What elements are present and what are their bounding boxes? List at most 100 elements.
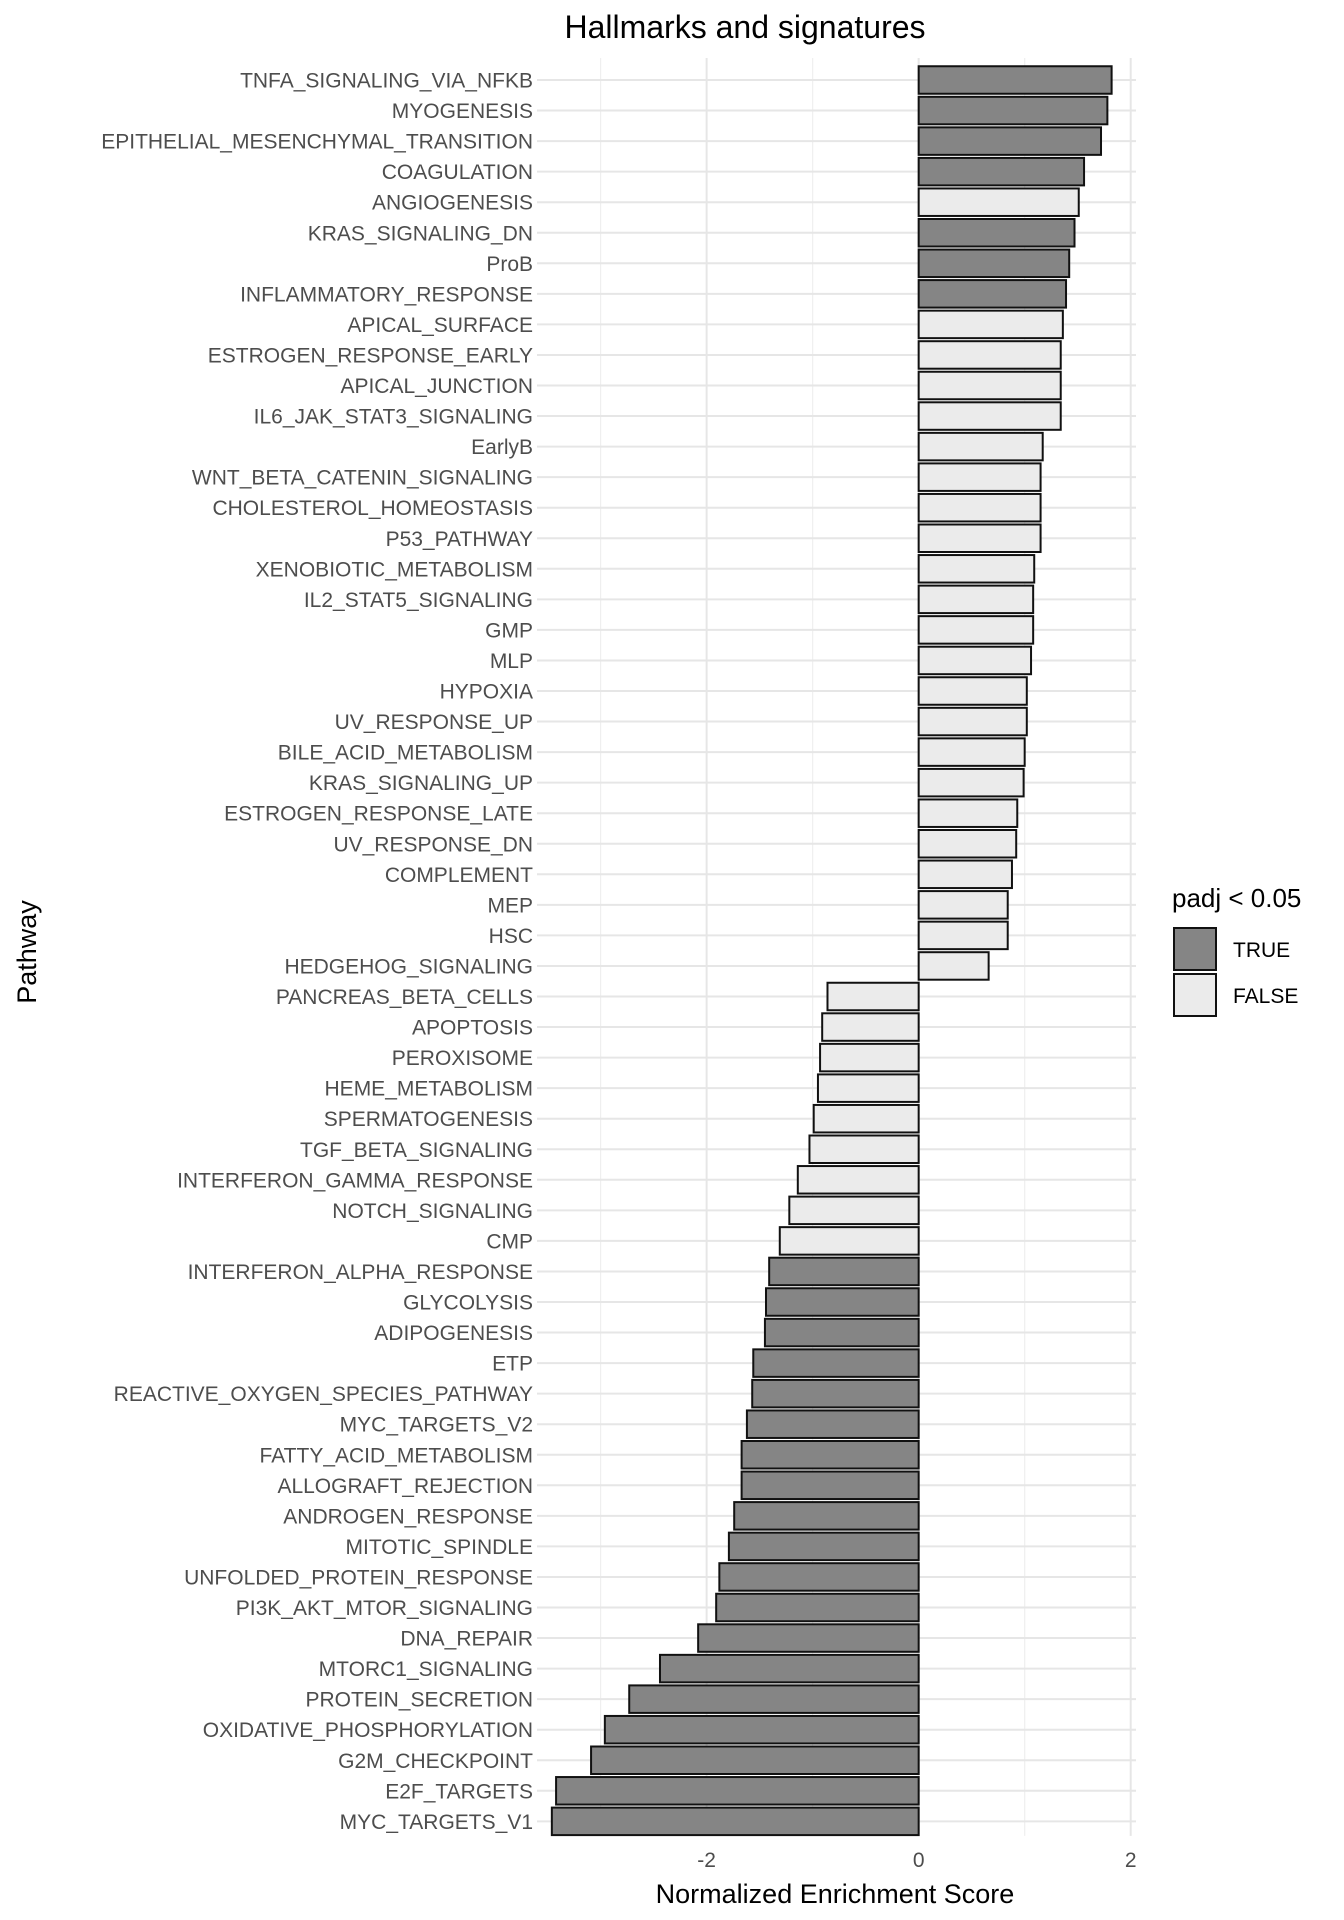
bar bbox=[917, 187, 1080, 217]
x-tick-label: 0 bbox=[913, 1849, 925, 1872]
y-tick-label: PROTEIN_SECRETION bbox=[305, 1689, 533, 1712]
bar bbox=[917, 340, 1062, 370]
bar bbox=[917, 279, 1068, 309]
y-tick-label: SPERMATOGENESIS bbox=[324, 1108, 533, 1131]
y-tick-label: DNA_REPAIR bbox=[400, 1628, 533, 1651]
bar bbox=[751, 1378, 920, 1409]
y-tick-label: HYPOXIA bbox=[440, 681, 533, 704]
bar bbox=[917, 126, 1103, 156]
x-tick-label: -2 bbox=[697, 1849, 716, 1872]
y-tick-label: UNFOLDED_PROTEIN_RESPONSE bbox=[184, 1566, 533, 1589]
bar bbox=[917, 462, 1042, 492]
bar bbox=[917, 829, 1018, 859]
x-tick-labels: -2 0 2 bbox=[697, 1849, 1136, 1872]
bar bbox=[715, 1592, 920, 1623]
bar bbox=[917, 645, 1033, 676]
y-tick-label: MYOGENESIS bbox=[392, 100, 533, 123]
bar bbox=[590, 1745, 920, 1775]
bar bbox=[917, 248, 1071, 279]
bar bbox=[816, 1073, 920, 1103]
chart-title: Hallmarks and signatures bbox=[564, 9, 925, 45]
y-tick-label: ANDROGEN_RESPONSE bbox=[283, 1505, 533, 1528]
y-tick-label: MLP bbox=[490, 650, 533, 673]
y-tick-label: APICAL_JUNCTION bbox=[340, 375, 533, 398]
bar bbox=[808, 1134, 920, 1164]
y-tick-label: ProB bbox=[486, 253, 533, 276]
y-tick-label: G2M_CHECKPOINT bbox=[338, 1750, 533, 1773]
bar bbox=[917, 767, 1025, 798]
bar bbox=[603, 1714, 920, 1745]
y-tick-label: HSC bbox=[489, 925, 533, 948]
bar bbox=[658, 1653, 920, 1684]
y-tick-label: E2F_TARGETS bbox=[385, 1780, 533, 1803]
bar bbox=[768, 1256, 920, 1287]
bar bbox=[819, 1042, 920, 1073]
bar bbox=[917, 523, 1042, 553]
bar bbox=[917, 584, 1035, 615]
y-tick-label: IL6_JAK_STAT3_SIGNALING bbox=[254, 406, 533, 429]
bar bbox=[917, 95, 1109, 126]
bar bbox=[917, 370, 1062, 401]
bar bbox=[917, 401, 1062, 431]
y-tick-label: EPITHELIAL_MESENCHYMAL_TRANSITION bbox=[101, 131, 533, 154]
bar bbox=[917, 890, 1009, 920]
y-tick-label: EarlyB bbox=[471, 436, 533, 459]
bar bbox=[917, 615, 1035, 645]
legend: padj < 0.05 TRUE FALSE bbox=[1172, 883, 1301, 1017]
y-tick-label: TGF_BETA_SIGNALING bbox=[300, 1139, 533, 1162]
y-tick-label: ADIPOGENESIS bbox=[374, 1322, 533, 1345]
bar bbox=[917, 676, 1028, 706]
y-tick-label: PEROXISOME bbox=[392, 1047, 533, 1070]
legend-title: padj < 0.05 bbox=[1172, 883, 1301, 913]
y-tick-label: KRAS_SIGNALING_UP bbox=[309, 772, 533, 795]
legend-swatch bbox=[1173, 927, 1217, 971]
bar bbox=[778, 1226, 920, 1256]
bar bbox=[821, 1012, 920, 1042]
x-axis-title: Normalized Enrichment Score bbox=[656, 1879, 1015, 1909]
bar bbox=[788, 1195, 920, 1226]
y-tick-label: HEME_METABOLISM bbox=[325, 1078, 533, 1101]
bar bbox=[752, 1348, 920, 1378]
y-tick-label: PI3K_AKT_MTOR_SIGNALING bbox=[236, 1597, 533, 1620]
y-tick-label: GLYCOLYSIS bbox=[403, 1292, 533, 1315]
bar bbox=[745, 1409, 920, 1439]
y-tick-label: NOTCH_SIGNALING bbox=[332, 1200, 533, 1223]
y-tick-label: MEP bbox=[487, 894, 533, 917]
y-tick-label: COMPLEMENT bbox=[385, 864, 533, 887]
bar bbox=[550, 1806, 920, 1837]
y-tick-label: ALLOGRAFT_REJECTION bbox=[277, 1475, 533, 1498]
y-tick-label: KRAS_SIGNALING_DN bbox=[308, 222, 533, 245]
bar bbox=[718, 1562, 920, 1592]
y-tick-label: FATTY_ACID_METABOLISM bbox=[260, 1444, 533, 1467]
bar bbox=[917, 798, 1019, 828]
bar bbox=[917, 156, 1086, 187]
legend-swatch bbox=[1173, 973, 1217, 1017]
y-tick-label: P53_PATHWAY bbox=[386, 528, 533, 551]
bar bbox=[917, 554, 1036, 584]
y-tick-label: GMP bbox=[485, 619, 533, 642]
y-axis-title: Pathway bbox=[12, 900, 42, 1004]
bar bbox=[917, 492, 1042, 523]
bar bbox=[917, 920, 1009, 951]
y-tick-label: UV_RESPONSE_DN bbox=[333, 833, 533, 856]
y-tick-label: ETP bbox=[492, 1353, 533, 1376]
bar bbox=[917, 218, 1076, 248]
y-tick-label: APOPTOSIS bbox=[412, 1017, 533, 1040]
y-tick-label: COAGULATION bbox=[382, 161, 533, 184]
bar bbox=[917, 309, 1064, 340]
y-tick-label: BILE_ACID_METABOLISM bbox=[278, 742, 533, 765]
y-tick-label: OXIDATIVE_PHOSPHORYLATION bbox=[203, 1719, 533, 1742]
bar bbox=[917, 431, 1044, 462]
y-tick-label: APICAL_SURFACE bbox=[347, 314, 533, 337]
bar bbox=[733, 1501, 920, 1531]
bar bbox=[555, 1776, 920, 1806]
bar bbox=[826, 981, 920, 1012]
y-tick-label: CMP bbox=[486, 1230, 533, 1253]
bar bbox=[796, 1165, 920, 1195]
bar bbox=[763, 1317, 920, 1348]
x-tick-label: 2 bbox=[1125, 1849, 1137, 1872]
y-tick-label: INFLAMMATORY_RESPONSE bbox=[240, 283, 533, 306]
y-tick-label: CHOLESTEROL_HOMEOSTASIS bbox=[212, 497, 533, 520]
bar bbox=[917, 951, 990, 981]
bars-group bbox=[550, 65, 1113, 1837]
